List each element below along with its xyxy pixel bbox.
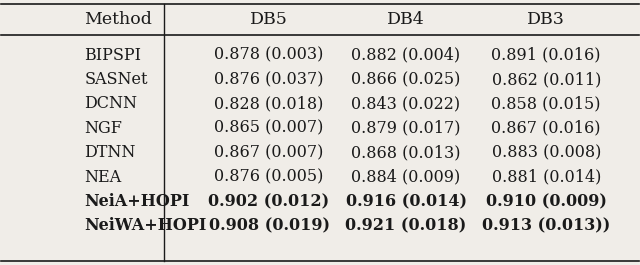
Text: 0.858 (0.015): 0.858 (0.015) [492, 95, 601, 112]
Text: BIPSPI: BIPSPI [84, 47, 141, 64]
Text: NeiA+HOPI: NeiA+HOPI [84, 193, 189, 210]
Text: DCNN: DCNN [84, 95, 137, 112]
Text: 0.910 (0.009): 0.910 (0.009) [486, 193, 607, 210]
Text: 0.867 (0.007): 0.867 (0.007) [214, 144, 324, 161]
Text: 0.921 (0.018): 0.921 (0.018) [346, 217, 467, 234]
Text: 0.891 (0.016): 0.891 (0.016) [492, 47, 601, 64]
Text: 0.879 (0.017): 0.879 (0.017) [351, 120, 461, 137]
Text: 0.876 (0.037): 0.876 (0.037) [214, 71, 324, 88]
Text: Method: Method [84, 11, 152, 28]
Text: DB4: DB4 [387, 11, 425, 28]
Text: NeiWA+HOPI: NeiWA+HOPI [84, 217, 207, 234]
Text: 0.884 (0.009): 0.884 (0.009) [351, 169, 461, 185]
Text: 0.843 (0.022): 0.843 (0.022) [351, 95, 461, 112]
Text: DTNN: DTNN [84, 144, 136, 161]
Text: 0.882 (0.004): 0.882 (0.004) [351, 47, 461, 64]
Text: NGF: NGF [84, 120, 122, 137]
Text: 0.908 (0.019): 0.908 (0.019) [209, 217, 330, 234]
Text: 0.828 (0.018): 0.828 (0.018) [214, 95, 324, 112]
Text: DB3: DB3 [527, 11, 565, 28]
Text: 0.865 (0.007): 0.865 (0.007) [214, 120, 324, 137]
Text: 0.876 (0.005): 0.876 (0.005) [214, 169, 324, 185]
Text: 0.878 (0.003): 0.878 (0.003) [214, 47, 324, 64]
Text: 0.916 (0.014): 0.916 (0.014) [346, 193, 467, 210]
Text: SASNet: SASNet [84, 71, 148, 88]
Text: 0.913 (0.013)): 0.913 (0.013)) [482, 217, 611, 234]
Text: 0.862 (0.011): 0.862 (0.011) [492, 71, 601, 88]
Text: DB5: DB5 [250, 11, 288, 28]
Text: 0.868 (0.013): 0.868 (0.013) [351, 144, 461, 161]
Text: 0.867 (0.016): 0.867 (0.016) [492, 120, 601, 137]
Text: NEA: NEA [84, 169, 122, 185]
Text: 0.902 (0.012): 0.902 (0.012) [209, 193, 330, 210]
Text: 0.881 (0.014): 0.881 (0.014) [492, 169, 601, 185]
Text: 0.883 (0.008): 0.883 (0.008) [492, 144, 601, 161]
Text: 0.866 (0.025): 0.866 (0.025) [351, 71, 461, 88]
